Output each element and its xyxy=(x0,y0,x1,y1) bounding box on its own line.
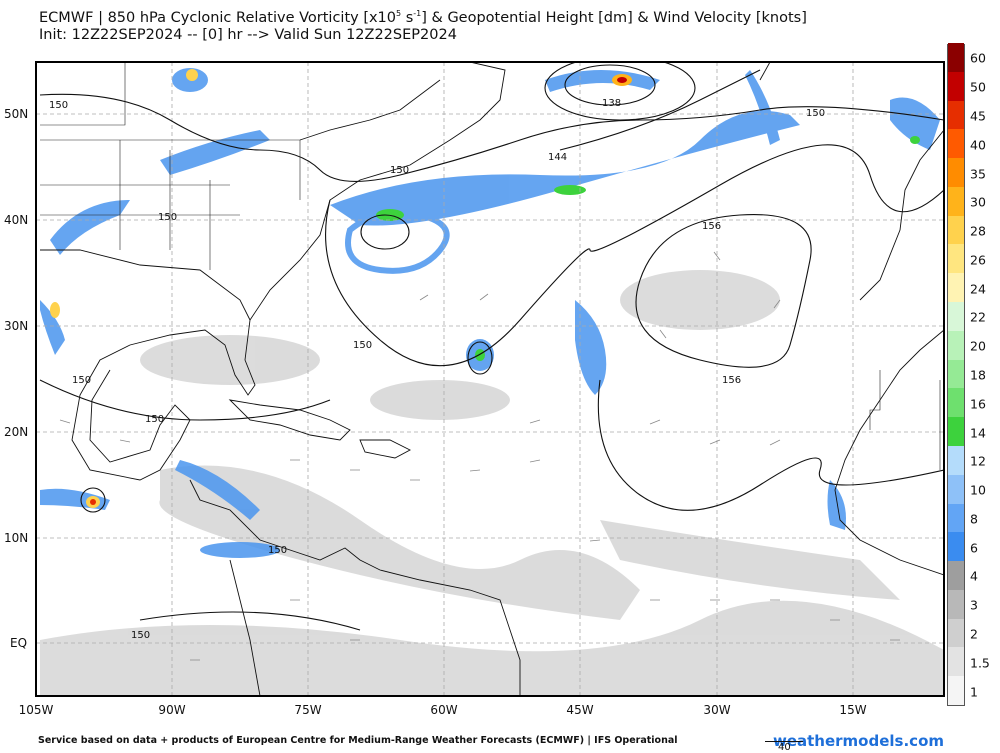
colorbar-label: 28 xyxy=(970,223,986,239)
title-line-2: Init: 12Z22SEP2024 -- [0] hr --> Valid S… xyxy=(39,26,457,43)
colorbar-label: 8 xyxy=(970,511,978,527)
colorbar-label: 14 xyxy=(970,425,986,441)
colorbar-label: 24 xyxy=(970,281,986,297)
lat-label: 10N xyxy=(4,531,29,545)
map-title: ECMWF | 850 hPa Cyclonic Relative Vortic… xyxy=(39,5,807,44)
height-label: 150 xyxy=(390,165,409,176)
colorbar-label: 30 xyxy=(970,194,986,210)
colorbar-segment xyxy=(948,503,964,533)
lat-label: EQ xyxy=(10,636,28,650)
colorbar-label: 1 xyxy=(970,684,978,700)
height-label: 138 xyxy=(602,98,621,109)
lat-label: 20N xyxy=(4,425,29,439)
colorbar-segment xyxy=(948,445,964,475)
graticule xyxy=(36,62,944,696)
height-label: 150 xyxy=(353,340,372,351)
colorbar-segment xyxy=(948,560,964,590)
height-label: 150 xyxy=(806,108,825,119)
lon-label: 75W xyxy=(294,703,322,717)
colorbar-segment xyxy=(948,474,964,504)
lon-label: 15W xyxy=(839,703,867,717)
lon-label: 60W xyxy=(430,703,458,717)
map-frame xyxy=(35,61,945,697)
height-label: 156 xyxy=(722,375,741,386)
colorbar xyxy=(947,42,965,706)
colorbar-label: 10 xyxy=(970,482,986,498)
height-label: 150 xyxy=(158,212,177,223)
lat-label: 50N xyxy=(4,107,29,121)
colorbar-label: 4 xyxy=(970,568,978,584)
lat-label: 30N xyxy=(4,319,29,333)
colorbar-segment xyxy=(948,416,964,446)
colorbar-label: 20 xyxy=(970,338,986,354)
colorbar-label: 18 xyxy=(970,367,986,383)
legend-vector-value: 40 xyxy=(778,742,791,753)
colorbar-label: 16 xyxy=(970,396,986,412)
attribution-footer: Service based on data + products of Euro… xyxy=(38,735,678,746)
colorbar-segment xyxy=(948,157,964,187)
colorbar-segment xyxy=(948,128,964,159)
brand-link[interactable]: weathermodels.com xyxy=(772,732,944,750)
colorbar-segment xyxy=(948,243,964,274)
colorbar-label: 60 xyxy=(970,50,986,66)
colorbar-label: 12 xyxy=(970,453,986,469)
geopotential-height-contours xyxy=(39,62,944,631)
colorbar-label: 2 xyxy=(970,626,978,642)
colorbar-label: 26 xyxy=(970,252,986,268)
contour-labels: 150 150 150 150 150 150 150 150 150 144 … xyxy=(49,98,825,641)
colorbar-segment xyxy=(948,589,964,619)
colorbar-label: 45 xyxy=(970,108,986,124)
colorbar-label: 35 xyxy=(970,166,986,182)
colorbar-label: 50 xyxy=(970,79,986,95)
vorticity-gray-shading xyxy=(40,270,944,696)
lon-label: 90W xyxy=(158,703,186,717)
colorbar-label: 3 xyxy=(970,597,978,613)
colorbar-segment xyxy=(948,330,964,360)
colorbar-segment xyxy=(948,42,964,72)
vorticity-maxima xyxy=(50,69,920,508)
colorbar-segment xyxy=(948,272,964,303)
height-label: 150 xyxy=(72,375,91,386)
colorbar-segment xyxy=(948,675,964,705)
colorbar-segment xyxy=(948,186,964,216)
colorbar-label: 6 xyxy=(970,540,978,556)
height-label: 150 xyxy=(145,414,164,425)
coastlines xyxy=(40,62,944,696)
height-label: 150 xyxy=(268,545,287,556)
lon-label: 45W xyxy=(566,703,594,717)
colorbar-segment xyxy=(948,215,964,245)
colorbar-label: 1.5 xyxy=(970,655,990,671)
height-label: 150 xyxy=(49,100,68,111)
colorbar-segment xyxy=(948,531,964,562)
lon-label: 30W xyxy=(703,703,731,717)
title-line-1: ECMWF | 850 hPa Cyclonic Relative Vortic… xyxy=(39,9,807,26)
colorbar-label: 22 xyxy=(970,309,986,325)
legend-vector-line xyxy=(765,741,803,742)
colorbar-segment xyxy=(948,71,964,101)
height-label: 150 xyxy=(131,630,150,641)
vorticity-blue-shading xyxy=(40,68,940,558)
lat-label: 40N xyxy=(4,213,29,227)
wind-vectors xyxy=(59,251,900,661)
height-label: 144 xyxy=(548,152,567,163)
colorbar-segment xyxy=(948,646,964,677)
colorbar-segment xyxy=(948,301,964,331)
colorbar-segment xyxy=(948,618,964,648)
height-label: 156 xyxy=(702,221,721,232)
colorbar-segment xyxy=(948,387,964,418)
lon-label: 105W xyxy=(18,703,54,717)
colorbar-segment xyxy=(948,100,964,130)
political-borders xyxy=(40,62,941,470)
colorbar-label: 40 xyxy=(970,137,986,153)
colorbar-segment xyxy=(948,359,964,389)
